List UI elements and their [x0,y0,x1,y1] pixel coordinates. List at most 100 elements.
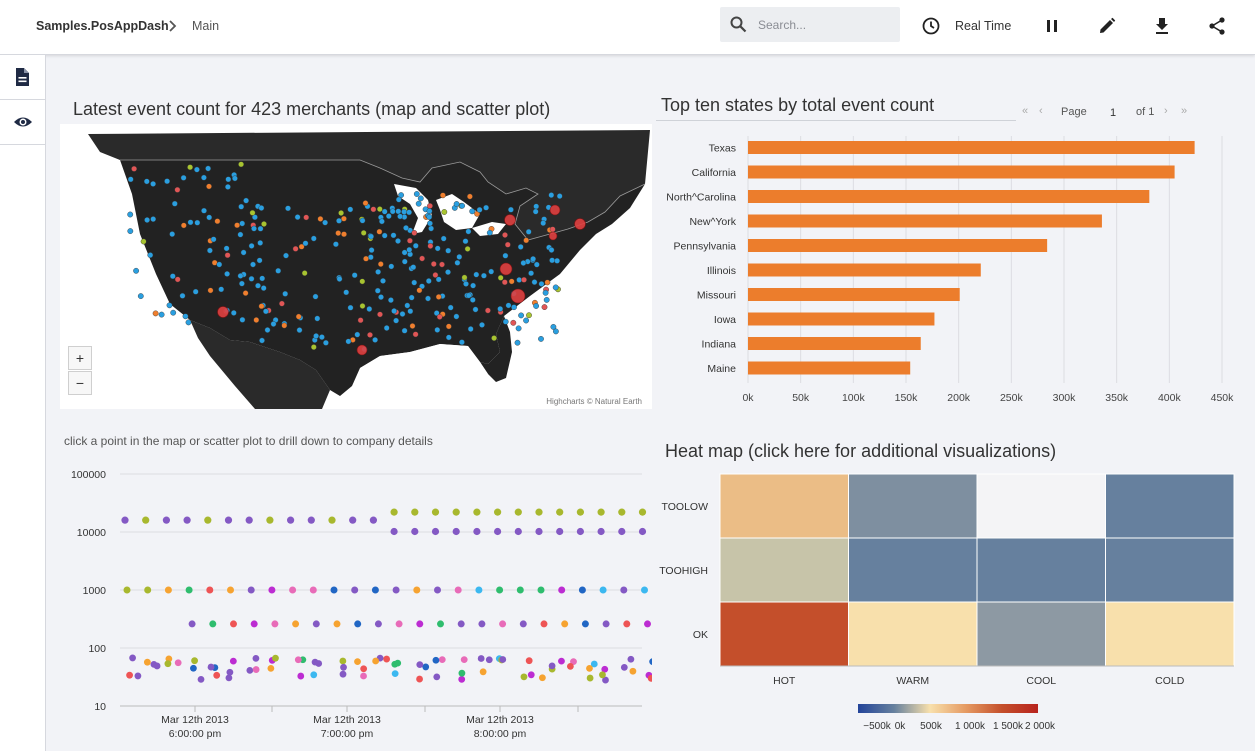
map-point[interactable] [351,272,358,279]
scatter-point[interactable] [395,620,403,628]
map-point[interactable] [216,261,223,268]
bar[interactable] [748,361,911,375]
map-point[interactable] [250,261,256,268]
scatter-point[interactable] [371,586,379,594]
scatter-point[interactable] [602,620,610,628]
map-point[interactable] [435,276,442,283]
scatter-point[interactable] [558,586,566,594]
scatter-point[interactable] [422,663,430,671]
scatter-point[interactable] [185,586,193,594]
map-point[interactable] [465,228,472,235]
map-point[interactable] [426,214,433,220]
scatter-point[interactable] [479,668,487,676]
map-point[interactable] [347,206,354,213]
heat-map[interactable]: TOOLOW TOOHIGH OK HOT WARM COOL COLD −500k 0k 500… [656,468,1246,743]
heat-cell[interactable] [976,537,1106,603]
scatter-point[interactable] [438,656,446,664]
heat-cell[interactable] [976,601,1106,667]
map-point[interactable] [427,243,434,249]
map-point[interactable] [166,302,173,309]
scatter-point[interactable] [548,662,556,670]
map-point[interactable] [303,214,310,221]
map-point[interactable] [520,260,527,266]
scatter-point[interactable] [340,663,347,671]
bar[interactable] [748,312,935,326]
scatter-point[interactable] [597,508,605,516]
map-point[interactable] [360,230,367,236]
map-point[interactable] [224,184,231,190]
map-point[interactable] [158,311,165,318]
map-point[interactable] [439,261,445,268]
map-point[interactable] [359,217,366,224]
scatter-point[interactable] [535,508,543,516]
scatter-point[interactable] [432,656,440,664]
map-point[interactable] [374,287,381,294]
map-point[interactable] [225,176,232,183]
map-point[interactable] [401,208,407,215]
pager-last-icon[interactable]: » [1181,105,1188,117]
map-point[interactable] [425,278,432,284]
scatter-point[interactable] [294,656,302,664]
map-point[interactable] [419,283,425,290]
heat-cell[interactable] [976,473,1106,539]
bar-chart[interactable]: 0k 50k 100k 150k 200k 250k 300k 350k 400k 450k Tex… [656,128,1246,408]
map-point[interactable] [453,313,460,320]
map-point[interactable] [260,285,267,292]
scatter-point[interactable] [641,586,648,594]
scatter-point[interactable] [599,671,606,679]
map-point[interactable] [406,237,413,244]
map-point[interactable] [381,208,388,215]
map-point[interactable] [445,323,452,330]
scatter-point[interactable] [309,586,317,594]
scatter-point[interactable] [271,620,279,628]
map-point[interactable] [377,311,383,318]
scatter-point[interactable] [190,664,197,672]
map-point[interactable] [385,213,392,220]
map-point[interactable] [401,258,408,265]
map-point[interactable] [469,208,476,215]
scatter-point[interactable] [644,620,651,628]
scatter-point[interactable] [473,527,481,536]
scatter-point[interactable] [297,672,305,680]
map-point[interactable] [363,255,369,262]
scatter-point[interactable] [307,516,315,524]
scatter-point[interactable] [629,667,637,675]
map-point[interactable] [372,336,378,343]
map-point[interactable] [523,317,529,324]
map-point[interactable] [150,216,157,223]
scatter-point[interactable] [460,656,468,664]
map-point[interactable] [541,304,548,311]
scatter-point[interactable] [623,620,631,628]
heat-panel-title[interactable]: Heat map (click here for additional visu… [665,441,1057,461]
scatter-point[interactable] [339,670,347,678]
scatter-point[interactable] [601,665,609,673]
map-point-large[interactable] [510,288,526,304]
scatter-point[interactable] [197,675,205,683]
map-point[interactable] [464,246,471,252]
map-point[interactable] [144,217,151,223]
map-point[interactable] [259,275,266,282]
map-point[interactable] [207,287,214,294]
map-point[interactable] [179,292,186,299]
scatter-point[interactable] [162,516,170,524]
map-point[interactable] [194,219,201,226]
scatter-point[interactable] [558,657,565,665]
map-point[interactable] [525,228,532,235]
map-point[interactable] [314,315,321,322]
map-point[interactable] [295,313,302,320]
bar[interactable] [748,165,1175,179]
scatter-point[interactable] [494,508,502,516]
bar[interactable] [748,263,981,277]
map-point[interactable] [419,255,425,262]
map-point[interactable] [251,214,258,221]
scatter-point[interactable] [411,527,419,536]
map-point-large[interactable] [356,344,368,356]
map-point[interactable] [425,295,431,302]
map-point[interactable] [378,218,385,225]
map-point[interactable] [538,280,545,287]
scatter-point[interactable] [250,620,258,628]
map-point[interactable] [238,161,245,168]
scatter-point[interactable] [620,663,628,671]
map-point[interactable] [275,267,282,274]
breadcrumb-app[interactable]: Samples.PosAppDash [36,19,169,33]
